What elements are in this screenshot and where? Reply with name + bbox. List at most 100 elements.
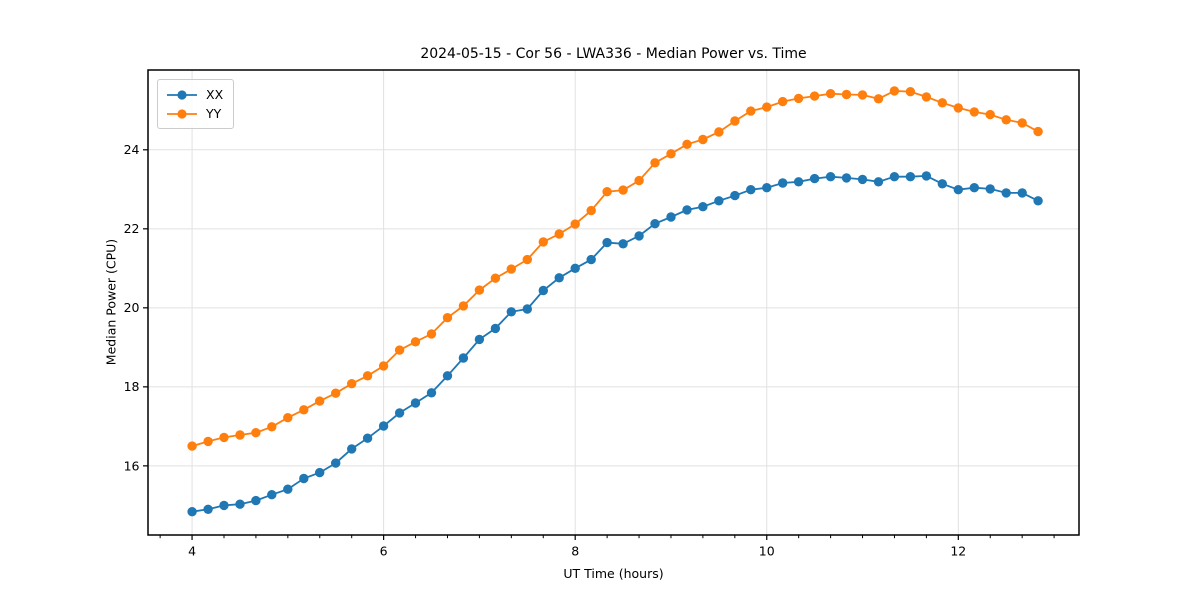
data-point-YY [889, 86, 900, 96]
data-point-YY [586, 205, 596, 216]
data-point-XX [362, 433, 373, 443]
data-point-YY [362, 371, 373, 381]
x-axis-label: UT Time (hours) [563, 566, 664, 581]
data-point-XX [458, 353, 469, 363]
data-point-YY [985, 109, 995, 120]
data-point-XX [187, 507, 197, 517]
data-point-XX [378, 421, 389, 431]
data-point-YY [921, 92, 932, 102]
data-point-XX [618, 239, 628, 249]
data-point-YY [1017, 118, 1027, 128]
data-point-XX [921, 171, 932, 181]
data-point-YY [969, 107, 979, 117]
data-point-XX [873, 177, 884, 187]
data-point-XX [570, 263, 580, 273]
data-point-YY [283, 413, 293, 423]
data-point-YY [762, 102, 772, 112]
data-point-YY [251, 428, 261, 438]
data-point-YY [873, 94, 884, 104]
data-point-XX [969, 183, 979, 193]
data-point-YY [1001, 115, 1011, 125]
data-point-YY [825, 89, 836, 99]
y-tick-label: 16 [124, 458, 140, 473]
data-point-XX [506, 307, 516, 317]
data-point-YY [378, 361, 389, 371]
data-point-XX [666, 212, 676, 222]
legend-item-yy: YY [165, 104, 223, 123]
data-point-XX [203, 504, 213, 514]
y-tick-label: 20 [124, 300, 140, 315]
axes-box [147, 69, 1080, 536]
x-tick-label: 12 [950, 544, 966, 559]
data-point-YY [809, 91, 820, 101]
data-point-XX [522, 304, 532, 314]
data-point-XX [426, 388, 437, 398]
data-point-XX [682, 205, 692, 215]
x-tick-label: 4 [188, 544, 196, 559]
data-point-XX [825, 172, 836, 182]
data-point-XX [762, 183, 772, 193]
data-point-YY [347, 379, 357, 389]
series-line-YY [191, 89, 1039, 447]
data-point-XX [634, 231, 644, 241]
data-point-XX [410, 398, 421, 408]
data-point-XX [394, 408, 405, 418]
data-point-XX [490, 323, 501, 334]
legend-line-marker-icon [167, 89, 197, 100]
x-tick-label: 10 [759, 544, 775, 559]
legend: XX YY [157, 79, 235, 129]
data-point-XX [714, 196, 724, 206]
data-point-XX [1033, 196, 1043, 206]
data-point-YY [778, 96, 788, 107]
data-point-YY [841, 89, 852, 100]
data-point-YY [394, 345, 405, 355]
data-point-XX [1017, 188, 1027, 198]
y-tick-label: 18 [124, 379, 140, 394]
data-point-XX [586, 254, 596, 265]
data-point-XX [602, 237, 612, 248]
data-point-YY [857, 90, 868, 100]
data-point-YY [698, 134, 708, 145]
data-point-XX [347, 444, 357, 454]
data-point-YY [267, 422, 277, 432]
data-point-XX [746, 185, 756, 195]
data-point-XX [905, 172, 916, 182]
data-point-XX [267, 490, 277, 500]
data-point-XX [538, 285, 548, 296]
data-point-YY [522, 254, 532, 265]
y-tick-label: 24 [124, 142, 140, 157]
data-point-YY [458, 301, 469, 311]
y-axis-label: Median Power (CPU) [103, 238, 119, 366]
data-point-XX [841, 173, 852, 183]
x-tick-label: 6 [380, 544, 388, 559]
data-point-YY [187, 441, 197, 451]
data-point-YY [650, 158, 660, 168]
legend-item-xx: XX [165, 85, 223, 104]
x-tick-label: 8 [571, 544, 579, 559]
data-point-YY [746, 106, 756, 116]
data-point-XX [442, 371, 453, 381]
data-point-YY [730, 116, 740, 126]
data-point-YY [1033, 126, 1043, 137]
data-point-YY [442, 313, 453, 323]
data-point-XX [698, 202, 708, 212]
data-point-YY [682, 139, 692, 149]
data-point-YY [203, 436, 213, 447]
data-point-YY [538, 237, 548, 247]
data-point-XX [809, 173, 820, 184]
data-point-YY [953, 103, 963, 113]
data-point-YY [618, 185, 628, 195]
data-point-YY [315, 396, 325, 406]
data-point-YY [506, 264, 516, 274]
data-point-YY [937, 98, 947, 108]
data-point-YY [666, 149, 676, 159]
chart-title: 2024-05-15 - Cor 56 - LWA336 - Median Po… [420, 46, 807, 62]
data-point-XX [730, 190, 740, 201]
data-point-XX [937, 179, 947, 189]
data-point-YY [570, 219, 580, 229]
data-point-YY [426, 329, 437, 339]
data-point-YY [634, 175, 644, 186]
data-point-XX [554, 273, 564, 283]
data-point-XX [1001, 188, 1011, 198]
